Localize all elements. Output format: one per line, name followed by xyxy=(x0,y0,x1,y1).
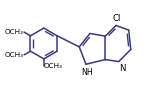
Text: N: N xyxy=(119,64,126,73)
Text: Cl: Cl xyxy=(112,14,121,23)
Text: NH: NH xyxy=(81,68,93,77)
Text: OCH₃: OCH₃ xyxy=(5,29,24,35)
Text: OCH₃: OCH₃ xyxy=(44,63,63,69)
Text: OCH₃: OCH₃ xyxy=(5,52,24,58)
